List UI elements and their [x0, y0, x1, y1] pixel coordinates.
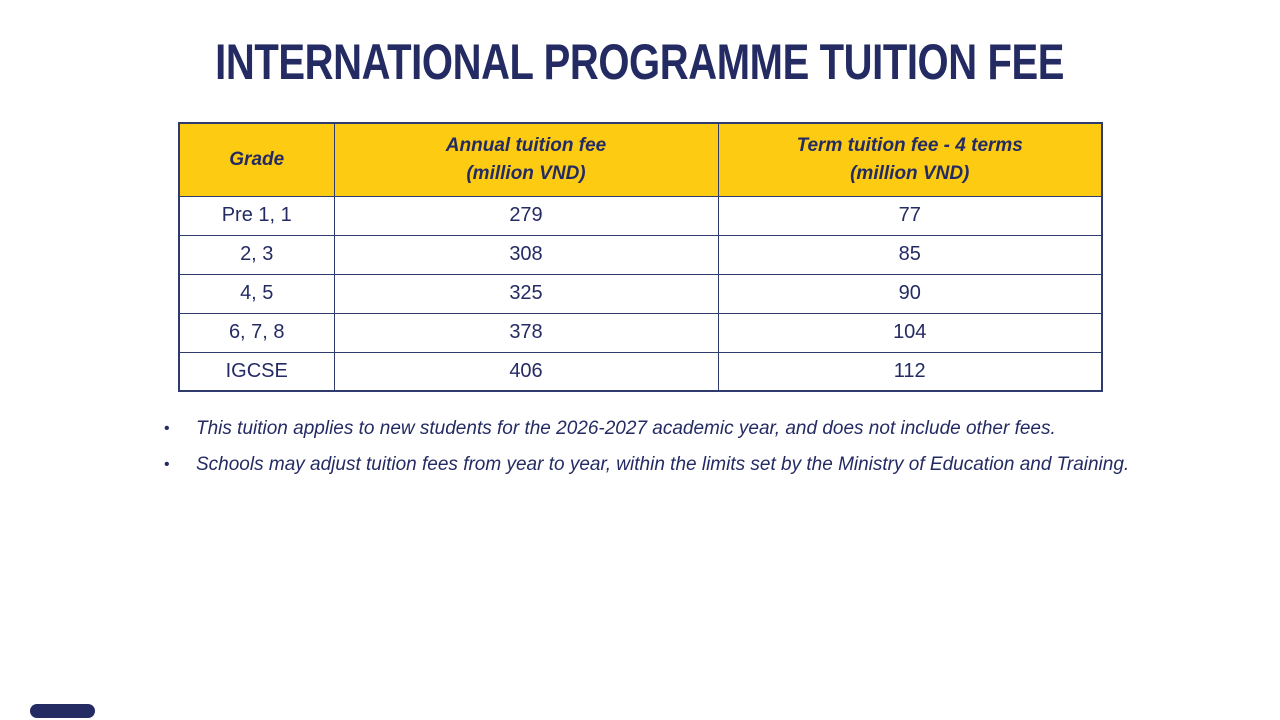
annual-fee-cell: 378	[333, 312, 719, 353]
header-term-fee-line1: Term tuition fee - 4 terms	[796, 134, 1023, 156]
note-text: This tuition applies to new students for…	[196, 418, 1056, 439]
term-fee-cell: 90	[717, 273, 1103, 314]
grade-cell: 6, 7, 8	[178, 312, 335, 353]
bullet-marker: •	[164, 456, 170, 473]
note-text: Schools may adjust tuition fees from yea…	[196, 454, 1130, 475]
term-fee-cell: 104	[717, 312, 1103, 353]
header-grade-label: Grade	[229, 148, 285, 170]
table-row: Pre 1, 1 279 77	[178, 195, 1103, 236]
page-title: INTERNATIONAL PROGRAMME TUITION FEE	[215, 34, 1065, 90]
table-row: 2, 3 308 85	[178, 234, 1103, 275]
annual-fee-cell: 325	[333, 273, 719, 314]
table-header-row: Grade Annual tuition fee (million VND) T…	[178, 122, 1103, 197]
table-row: 6, 7, 8 378 104	[178, 312, 1103, 353]
grade-cell: Pre 1, 1	[178, 195, 335, 236]
table-row: 4, 5 325 90	[178, 273, 1103, 314]
grade-cell: IGCSE	[178, 351, 335, 392]
annual-fee-cell: 406	[333, 351, 719, 392]
annual-fee-cell: 308	[333, 234, 719, 275]
note-item: • This tuition applies to new students f…	[160, 417, 1160, 440]
note-item: • Schools may adjust tuition fees from y…	[160, 453, 1160, 476]
table-row: IGCSE 406 112	[178, 351, 1103, 392]
term-fee-cell: 112	[717, 351, 1103, 392]
header-annual-fee-line1: Annual tuition fee	[445, 134, 607, 156]
grade-cell: 2, 3	[178, 234, 335, 275]
header-annual-fee: Annual tuition fee (million VND)	[333, 122, 719, 197]
annual-fee-cell: 279	[333, 195, 719, 236]
tuition-fee-table: Grade Annual tuition fee (million VND) T…	[178, 122, 1103, 392]
bottom-accent-bar	[30, 704, 95, 718]
term-fee-cell: 85	[717, 234, 1103, 275]
header-term-fee: Term tuition fee - 4 terms (million VND)	[717, 122, 1103, 197]
title-container: INTERNATIONAL PROGRAMME TUITION FEE	[0, 33, 1280, 91]
grade-cell: 4, 5	[178, 273, 335, 314]
notes-list: • This tuition applies to new students f…	[160, 417, 1160, 489]
header-grade: Grade	[178, 122, 335, 197]
term-fee-cell: 77	[717, 195, 1103, 236]
header-term-fee-line2: (million VND)	[850, 162, 970, 184]
bullet-marker: •	[164, 420, 170, 437]
header-annual-fee-line2: (million VND)	[466, 162, 586, 184]
